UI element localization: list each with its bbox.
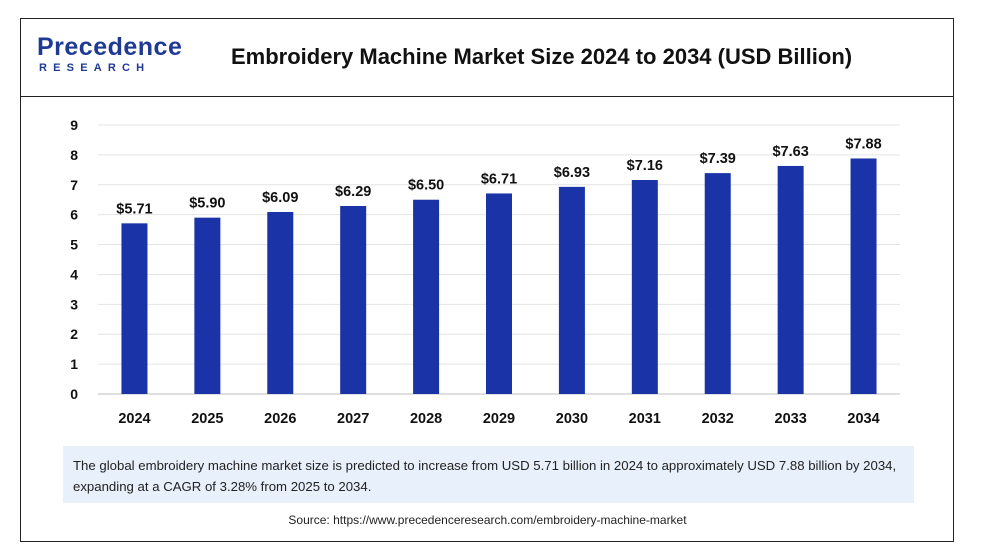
y-tick-label: 8 (70, 147, 78, 163)
bar (121, 223, 148, 394)
chart-title: Embroidery Machine Market Size 2024 to 2… (231, 44, 853, 69)
bar (777, 165, 804, 394)
source-footer: Source: https://www.precedenceresearch.c… (288, 513, 687, 527)
brand-subtitle: RESEARCH (39, 62, 151, 74)
data-label: $7.16 (627, 158, 663, 174)
y-tick-label: 4 (70, 266, 78, 282)
bar (340, 205, 367, 394)
bar (631, 179, 658, 394)
brand-name: Precedence (37, 33, 183, 61)
y-tick-label: 1 (70, 356, 78, 372)
data-label: $7.39 (700, 151, 736, 167)
x-tick-label: 2027 (337, 411, 369, 427)
y-tick-label: 3 (70, 296, 78, 312)
summary-box: The global embroidery machine market siz… (63, 446, 914, 503)
bar (704, 173, 731, 394)
x-tick-label: 2029 (483, 411, 515, 427)
x-tick-label: 2025 (191, 411, 223, 427)
data-label: $7.63 (772, 144, 808, 160)
y-tick-label: 5 (70, 237, 78, 253)
y-tick-label: 0 (70, 386, 78, 402)
x-tick-label: 2028 (410, 411, 442, 427)
bar (194, 217, 221, 394)
data-label: $5.90 (189, 196, 225, 212)
data-label: $6.71 (481, 171, 517, 187)
x-tick-label: 2026 (264, 411, 296, 427)
bar (413, 199, 440, 394)
data-label: $7.88 (845, 136, 881, 152)
data-label: $6.93 (554, 165, 590, 181)
data-label: $6.50 (408, 178, 444, 194)
chart-header: Precedence RESEARCH Embroidery Machine M… (21, 19, 953, 97)
x-tick-label: 2033 (775, 411, 807, 427)
brand-logo: Precedence RESEARCH (37, 33, 182, 83)
bar (486, 193, 512, 394)
x-tick-label: 2034 (847, 411, 879, 427)
y-tick-label: 9 (70, 117, 78, 133)
y-tick-label: 7 (70, 177, 78, 193)
data-label: $5.71 (116, 201, 152, 217)
bar (850, 158, 877, 394)
bar (558, 186, 585, 394)
x-tick-label: 2030 (556, 411, 588, 427)
y-tick-label: 2 (70, 326, 78, 342)
x-tick-label: 2024 (118, 411, 150, 427)
x-tick-label: 2031 (629, 411, 661, 427)
data-label: $6.09 (262, 190, 298, 206)
y-tick-label: 6 (70, 207, 78, 223)
data-label: $6.29 (335, 184, 371, 200)
bar (267, 211, 294, 394)
x-tick-label: 2032 (702, 411, 734, 427)
summary-text: The global embroidery machine market siz… (73, 458, 897, 494)
